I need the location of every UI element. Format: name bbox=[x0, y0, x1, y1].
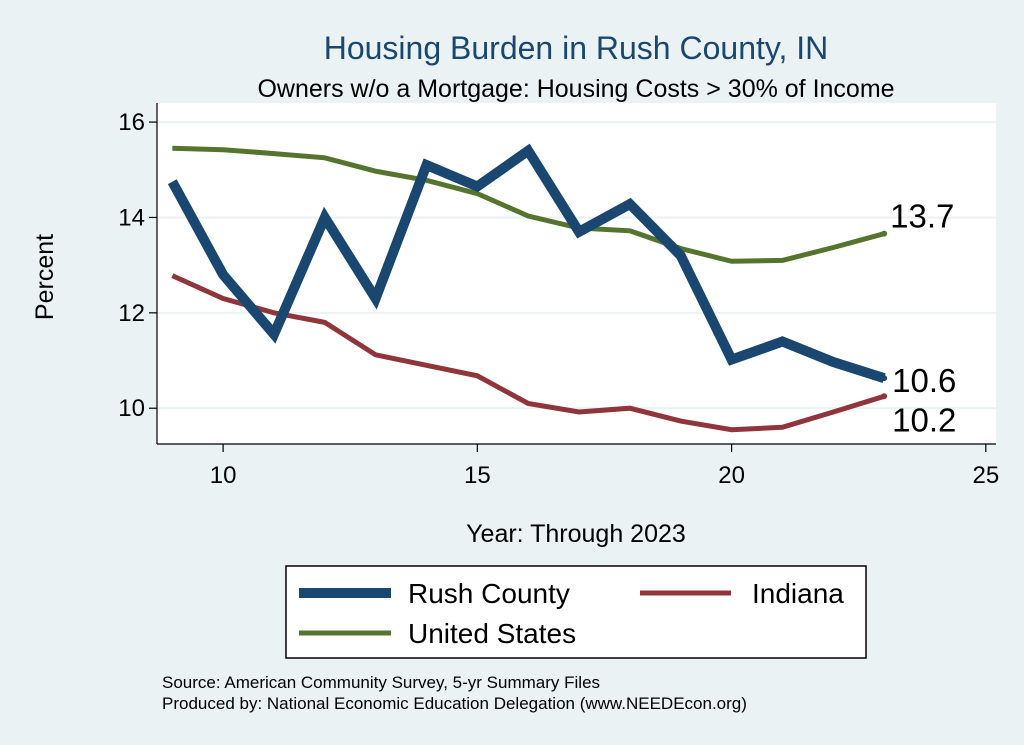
end-point-rush-county bbox=[881, 375, 888, 382]
produced-note: Produced by: National Economic Education… bbox=[162, 694, 747, 713]
y-tick-label-10: 10 bbox=[118, 395, 145, 422]
end-label-indiana: 10.2 bbox=[892, 401, 956, 438]
x-tick-label-25: 25 bbox=[972, 462, 999, 489]
series-line-indiana bbox=[171, 273, 885, 433]
chart-subtitle: Owners w/o a Mortgage: Housing Costs > 3… bbox=[257, 75, 894, 103]
series-line-rush-county bbox=[167, 143, 886, 383]
y-tick-label-12: 12 bbox=[118, 300, 145, 327]
x-tick-label-20: 20 bbox=[718, 462, 745, 489]
legend-label-united-states: United States bbox=[408, 618, 576, 649]
end-point-united-states bbox=[881, 230, 888, 237]
legend-box bbox=[285, 565, 867, 659]
axes: 10 12 14 16 10 15 20 25 bbox=[118, 103, 999, 489]
legend-label-indiana: Indiana bbox=[752, 578, 844, 609]
series-layer bbox=[167, 143, 888, 433]
y-tick-label-14: 14 bbox=[118, 204, 145, 231]
x-tick-label-10: 10 bbox=[210, 462, 237, 489]
end-label-united-states: 13.7 bbox=[890, 198, 954, 235]
series-line-united-states bbox=[172, 145, 885, 264]
x-axis-title: Year: Through 2023 bbox=[466, 520, 686, 548]
legend-label-rush-county: Rush County bbox=[408, 578, 570, 609]
y-axis-title: Percent bbox=[31, 234, 59, 320]
legend: Rush County Indiana United States bbox=[285, 565, 867, 659]
gridlines bbox=[157, 121, 996, 410]
chart-title: Housing Burden in Rush County, IN bbox=[324, 30, 829, 66]
end-labels: 10.610.2 13.7 bbox=[890, 198, 956, 439]
y-tick-label-16: 16 bbox=[118, 109, 145, 136]
source-note: Source: American Community Survey, 5-yr … bbox=[162, 673, 600, 692]
end-point-indiana bbox=[881, 393, 888, 400]
end-label-rush-county: 10.6 bbox=[892, 362, 956, 399]
x-tick-label-15: 15 bbox=[464, 462, 491, 489]
